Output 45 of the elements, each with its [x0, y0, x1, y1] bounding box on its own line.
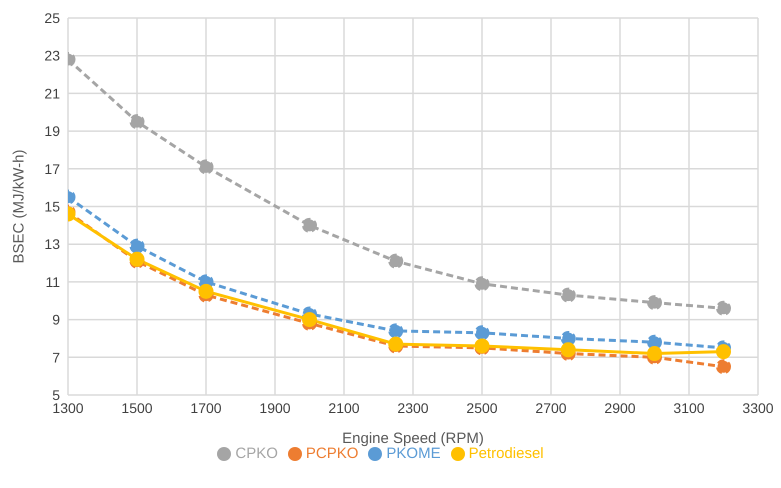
point: [647, 346, 662, 362]
x-tick-label: 2100: [328, 400, 360, 416]
x-tick-label: 1700: [190, 400, 222, 416]
y-tick-label: 15: [44, 198, 60, 214]
point: [560, 288, 576, 303]
point: [647, 334, 662, 350]
point: [560, 342, 576, 358]
y-tick-label: 9: [52, 312, 60, 328]
point: [198, 284, 214, 299]
y-tick-label: 19: [44, 123, 60, 140]
legend-label: PKOME: [386, 445, 441, 462]
point: [474, 276, 490, 292]
x-tick-label: 3100: [673, 400, 705, 416]
point: [302, 218, 317, 233]
point: [388, 254, 404, 269]
x-tick-label: 2900: [604, 400, 636, 416]
x-tick-label: 2300: [397, 400, 429, 416]
y-tick-label: 11: [45, 274, 60, 290]
x-tick-label: 2700: [535, 400, 567, 416]
y-tick-label: 17: [44, 160, 60, 177]
point: [716, 344, 731, 360]
point: [716, 359, 731, 374]
y-tick-label: 25: [44, 10, 60, 26]
point: [716, 300, 731, 316]
point: [302, 312, 317, 328]
point: [198, 159, 214, 174]
legend-label: Petrodiesel: [468, 445, 544, 462]
x-axis-title: Engine Speed (RPM): [342, 430, 484, 447]
point: [130, 114, 144, 130]
x-tick-label: 1500: [121, 400, 153, 416]
point: [474, 325, 490, 340]
x-tick-label: 2500: [466, 400, 498, 416]
y-tick-label: 13: [44, 236, 60, 252]
point: [388, 323, 404, 338]
point: [130, 238, 144, 254]
x-tick-label: 1900: [259, 400, 291, 416]
point: [560, 330, 576, 346]
y-tick-label: 23: [44, 48, 60, 64]
y-axis-title: BSEC (MJ/kW-h): [10, 150, 28, 264]
point: [647, 295, 662, 310]
legend-label: CPKO: [235, 445, 278, 462]
y-tick-label: 7: [52, 349, 60, 366]
x-tick-label: 3300: [742, 400, 774, 416]
y-tick-label: 21: [44, 85, 60, 102]
legend-label: PCPKO: [306, 445, 358, 462]
